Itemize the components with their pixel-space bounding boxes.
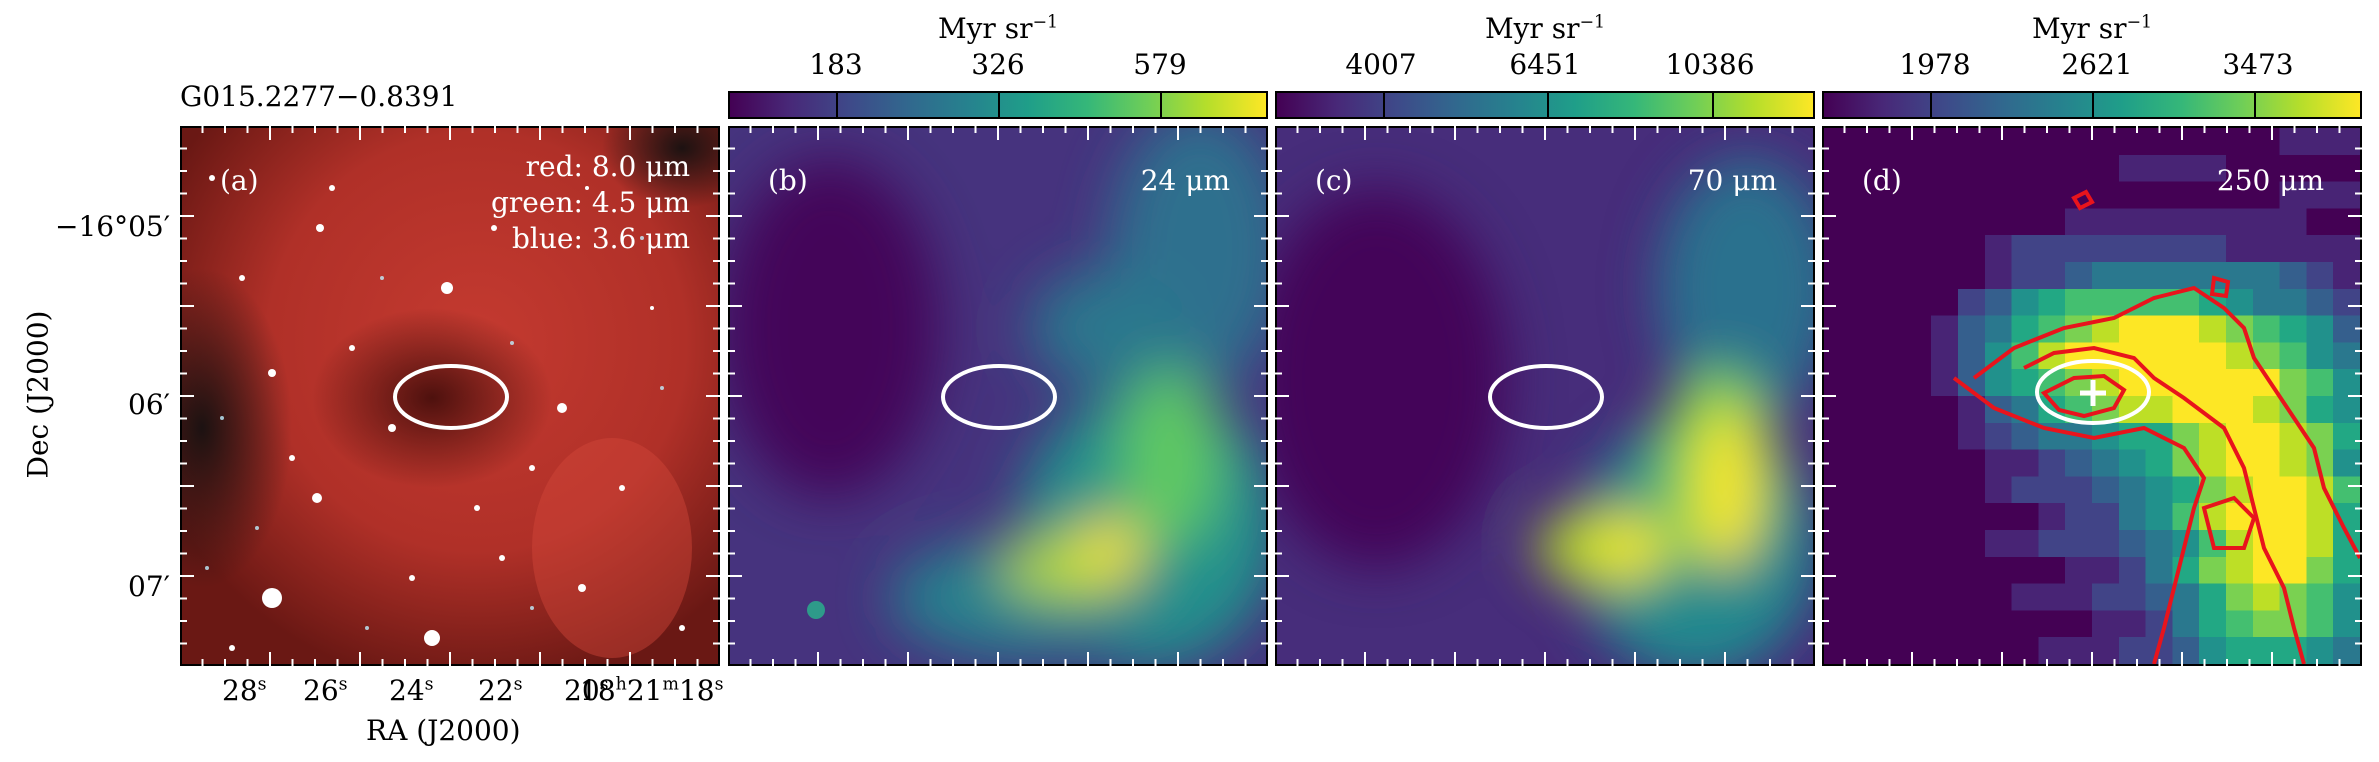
panel-c-70um-image: (c) 70 μm	[1275, 126, 1815, 666]
beam-ellipse-d	[2035, 359, 2151, 425]
x-tick-2: 26s	[303, 674, 348, 707]
beam-ellipse-a	[393, 364, 509, 430]
map-70um	[1277, 128, 1813, 664]
colorbar-d-title: Myr sr−1	[2031, 12, 2153, 45]
map-250um	[1824, 128, 2360, 664]
panel-a-label: (a)	[220, 164, 259, 197]
panel-a-band-blue: blue: 3.6 μm	[512, 222, 690, 255]
panel-b-label: (b)	[768, 164, 808, 197]
panel-d-label: (d)	[1862, 164, 1902, 197]
colorbar-b-gradient	[728, 91, 1268, 119]
colorbar-b-tick-3: 579	[1133, 48, 1187, 81]
colorbar-c-gradient	[1275, 91, 1815, 119]
colorbar-b-tick-2: 326	[971, 48, 1025, 81]
panel-c-band: 70 μm	[1687, 164, 1777, 197]
source-cross-marker	[2080, 380, 2106, 406]
colorbar-d-tick-1: 1978	[1899, 48, 1971, 81]
colorbar-c-title: Myr sr−1	[1484, 12, 1606, 45]
panel-d-band: 250 μm	[2216, 164, 2324, 197]
pixel-grid	[1824, 128, 2360, 664]
colorbar-d-gradient	[1822, 91, 2362, 119]
y-axis-label: Dec (J2000)	[21, 310, 55, 479]
x-tick-6: 18h21m18s	[580, 674, 724, 707]
colorbar-b-tick-1: 183	[809, 48, 863, 81]
colorbar-b-title: Myr sr−1	[937, 12, 1059, 45]
map-24um	[730, 128, 1266, 664]
colorbar-d-tick-3: 3473	[2222, 48, 2294, 81]
panel-a-band-green: green: 4.5 μm	[491, 186, 690, 219]
y-tick-1: −16°05′	[55, 210, 171, 243]
x-tick-3: 24s	[389, 674, 434, 707]
panel-b-band: 24 μm	[1140, 164, 1230, 197]
y-tick-3: 07′	[128, 570, 170, 603]
x-tick-4: 22s	[478, 674, 523, 707]
panel-b-24um-image: (b) 24 μm	[728, 126, 1268, 666]
beam-ellipse-b	[941, 364, 1057, 430]
colorbar-d-tick-2: 2621	[2061, 48, 2133, 81]
x-axis-label: RA (J2000)	[366, 714, 521, 747]
x-tick-1: 28s	[222, 674, 267, 707]
contours	[1952, 189, 2360, 664]
panel-a-irac-image: (a) red: 8.0 μm green: 4.5 μm blue: 3.6 …	[180, 126, 720, 666]
beam-ellipse-c	[1488, 364, 1604, 430]
y-tick-2: 06′	[128, 388, 170, 421]
panel-d-250um-image: (d) 250 μm	[1822, 126, 2362, 666]
colorbar-c-tick-3: 10386	[1665, 48, 1755, 81]
panel-c-label: (c)	[1315, 164, 1353, 197]
panel-a-band-red: red: 8.0 μm	[525, 150, 690, 183]
irac-rgb-image	[182, 128, 718, 664]
colorbar-c-tick-1: 4007	[1345, 48, 1417, 81]
x-tick-5: 20s	[564, 674, 609, 707]
source-name: G015.2277−0.8391	[180, 80, 458, 113]
colorbar-c-tick-2: 6451	[1509, 48, 1581, 81]
